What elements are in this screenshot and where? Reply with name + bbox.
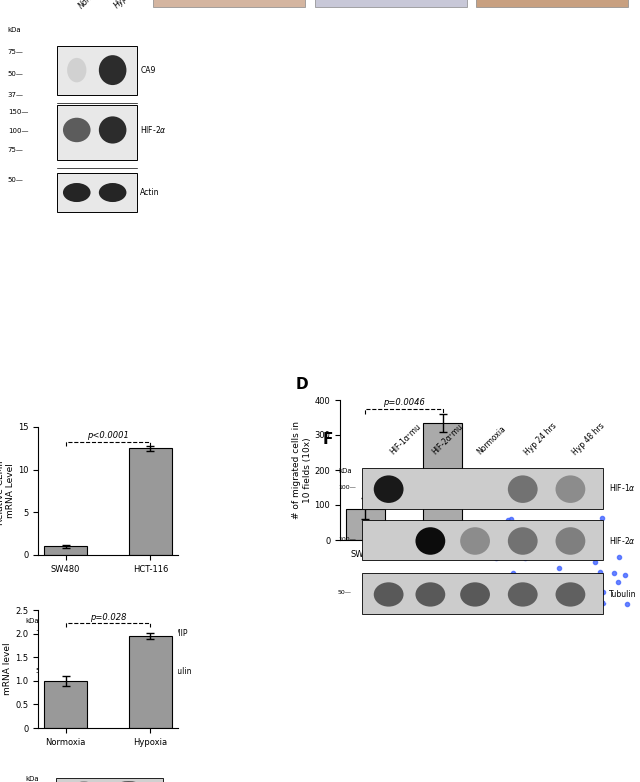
Bar	[44, 681, 87, 728]
Text: HCT-116: HCT-116	[486, 549, 527, 558]
FancyBboxPatch shape	[362, 468, 604, 508]
Text: Tubulin: Tubulin	[165, 667, 192, 676]
Text: HIF-1αᶜmu: HIF-1αᶜmu	[388, 422, 423, 457]
Ellipse shape	[122, 663, 150, 680]
Text: kDa: kDa	[338, 468, 351, 474]
Text: 150—: 150—	[8, 109, 28, 115]
Text: 75—: 75—	[8, 147, 24, 152]
Text: kDa: kDa	[26, 776, 39, 782]
Text: Normoxia: Normoxia	[475, 425, 508, 457]
Text: 50—: 50—	[35, 668, 51, 674]
Text: Hyp 48 hrs: Hyp 48 hrs	[570, 421, 606, 457]
Ellipse shape	[99, 183, 127, 202]
Text: Hypoxia: Hypoxia	[113, 0, 141, 10]
Text: Tubulin: Tubulin	[609, 590, 637, 599]
Bar	[129, 448, 172, 555]
Text: 100—: 100—	[338, 537, 356, 542]
Ellipse shape	[508, 583, 538, 607]
Ellipse shape	[63, 118, 91, 142]
Text: 50 um: 50 um	[600, 598, 622, 604]
Text: SW480: SW480	[486, 477, 521, 486]
FancyBboxPatch shape	[362, 573, 604, 614]
Ellipse shape	[460, 583, 490, 607]
Text: p=0.028: p=0.028	[90, 613, 126, 622]
Y-axis label: Relative CEMIP
mRNA level: Relative CEMIP mRNA level	[0, 635, 12, 703]
Y-axis label: # of migrated cells in
10 fields (10x): # of migrated cells in 10 fields (10x)	[292, 421, 312, 519]
Ellipse shape	[508, 527, 538, 554]
Ellipse shape	[556, 527, 586, 554]
Text: 50 um: 50 um	[600, 526, 622, 533]
Text: 50—: 50—	[8, 70, 24, 77]
FancyBboxPatch shape	[153, 0, 305, 7]
Text: 100—: 100—	[8, 127, 28, 134]
Text: F: F	[323, 432, 333, 447]
Text: D: D	[295, 377, 308, 392]
FancyBboxPatch shape	[315, 0, 467, 7]
Text: CEMIP: CEMIP	[165, 629, 188, 638]
Ellipse shape	[67, 58, 86, 82]
Text: 37—: 37—	[8, 92, 24, 99]
Text: HIF-1$\alpha$: HIF-1$\alpha$	[609, 482, 636, 493]
Text: kDa: kDa	[8, 27, 21, 33]
Ellipse shape	[99, 117, 127, 144]
Text: Hyp 24 hrs: Hyp 24 hrs	[523, 421, 559, 457]
Ellipse shape	[415, 527, 445, 554]
Text: Normoxia: Normoxia	[77, 0, 109, 10]
Ellipse shape	[374, 583, 404, 607]
Ellipse shape	[508, 475, 538, 503]
Text: p<0.0001: p<0.0001	[87, 431, 129, 439]
FancyBboxPatch shape	[58, 174, 138, 212]
Text: 100—: 100—	[338, 485, 356, 490]
FancyBboxPatch shape	[58, 106, 138, 160]
Text: 50—: 50—	[338, 590, 352, 595]
Text: p=0.0046: p=0.0046	[383, 398, 425, 407]
FancyBboxPatch shape	[58, 45, 138, 95]
Ellipse shape	[75, 663, 104, 680]
Text: 50—: 50—	[8, 177, 24, 183]
Text: 150—: 150—	[35, 630, 56, 636]
Text: HIF-2αᶜmu: HIF-2αᶜmu	[430, 422, 465, 457]
Ellipse shape	[63, 183, 91, 202]
Ellipse shape	[556, 583, 586, 607]
Bar	[129, 636, 172, 728]
Ellipse shape	[374, 475, 404, 503]
FancyBboxPatch shape	[476, 0, 628, 7]
Ellipse shape	[415, 583, 445, 607]
Ellipse shape	[99, 56, 127, 85]
FancyBboxPatch shape	[59, 659, 160, 684]
Ellipse shape	[75, 624, 104, 642]
Text: HIF-2$\alpha$: HIF-2$\alpha$	[609, 536, 636, 547]
Text: Actin: Actin	[140, 188, 160, 197]
Text: 75—: 75—	[8, 48, 24, 55]
Y-axis label: Relative CEMIP
mRNA Level: Relative CEMIP mRNA Level	[0, 457, 15, 525]
FancyBboxPatch shape	[56, 778, 163, 782]
Bar	[346, 508, 385, 540]
Ellipse shape	[122, 624, 150, 642]
FancyBboxPatch shape	[59, 621, 160, 646]
Text: CA9: CA9	[140, 66, 156, 74]
FancyBboxPatch shape	[362, 520, 604, 561]
Ellipse shape	[556, 475, 586, 503]
Bar	[424, 423, 462, 540]
Bar	[44, 547, 87, 555]
Text: HIF-2$\alpha$: HIF-2$\alpha$	[140, 124, 167, 135]
Text: kDa: kDa	[26, 618, 39, 624]
Ellipse shape	[460, 527, 490, 554]
